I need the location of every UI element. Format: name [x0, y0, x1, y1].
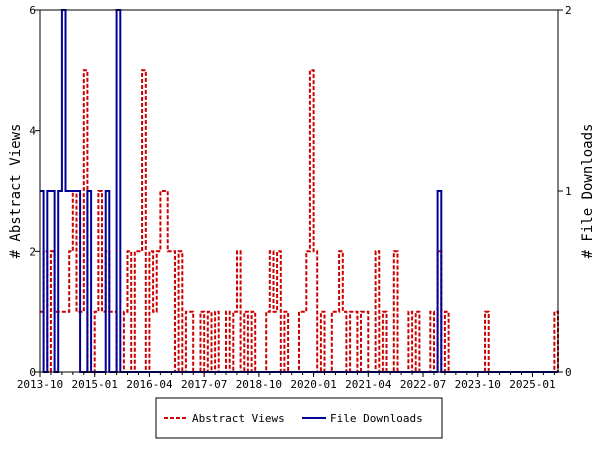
x-tick-label: 2020-01	[290, 378, 336, 391]
legend-label-abstract-views: Abstract Views	[192, 412, 285, 425]
x-tick-label: 2025-01	[509, 378, 555, 391]
y-left-tick-label: 2	[29, 245, 36, 258]
y-right-tick-label: 2	[565, 4, 572, 17]
y-right-tick-label: 1	[565, 185, 572, 198]
y-left-tick-label: 6	[29, 4, 36, 17]
x-tick-label: 2021-04	[345, 378, 392, 391]
legend-box	[155, 397, 443, 439]
y-left-tick-label: 0	[29, 366, 36, 379]
x-tick-label: 2017-07	[181, 378, 227, 391]
series-line-abstract-views	[40, 69, 559, 373]
plot-frame	[39, 9, 559, 373]
y-right-axis-title: # File Downloads	[580, 124, 596, 259]
x-tick-label: 2015-01	[72, 378, 118, 391]
y-left-tick-label: 4	[29, 125, 36, 138]
x-tick-label: 2018-10	[236, 378, 282, 391]
y-left-axis-title: # Abstract Views	[8, 124, 24, 259]
legend: Abstract Views File Downloads	[155, 397, 443, 439]
x-tick-label: 2022-07	[400, 378, 446, 391]
x-tick-label: 2016-04	[126, 378, 173, 391]
series-line-file-downloads	[40, 9, 558, 373]
y-right-tick-label: 0	[565, 366, 572, 379]
legend-label-file-downloads: File Downloads	[330, 412, 423, 425]
x-tick-label: 2013-10	[17, 378, 63, 391]
x-tick-label: 2023-10	[455, 378, 501, 391]
